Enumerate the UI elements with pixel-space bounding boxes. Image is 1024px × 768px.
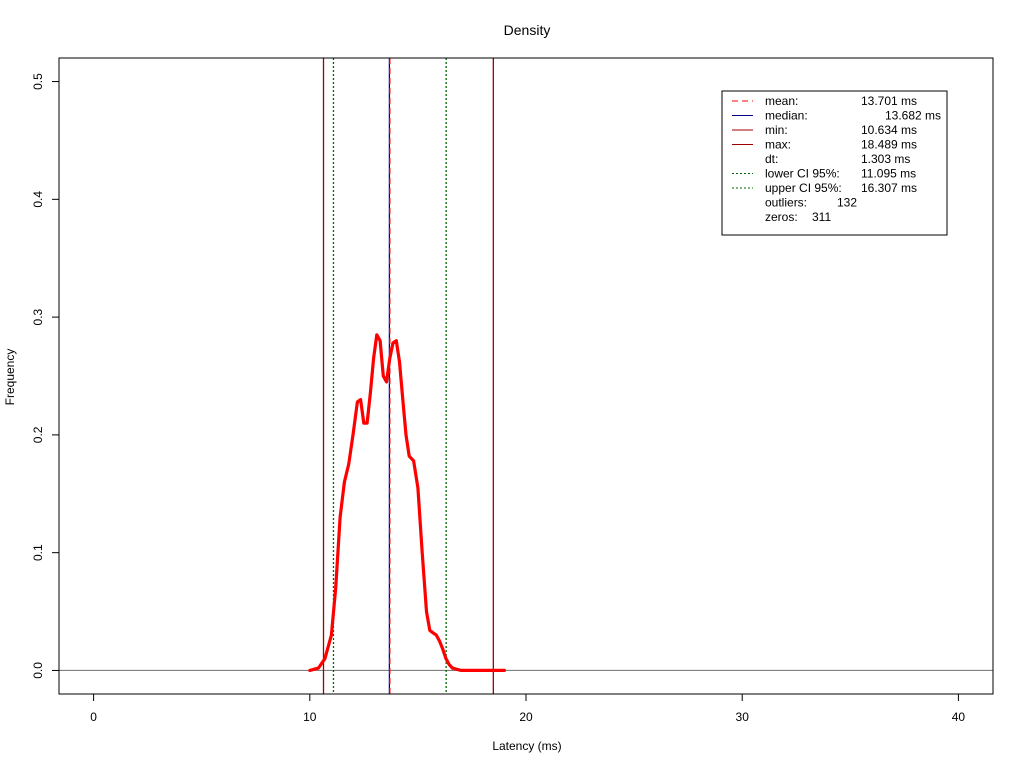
x-axis: 0 10 20 30 40 [90, 693, 966, 724]
y-tick-label: 0.3 [31, 308, 45, 325]
x-axis-label: Latency (ms) [492, 739, 561, 753]
legend-label: upper CI 95%: [765, 181, 842, 195]
x-tick-label: 40 [952, 710, 966, 724]
y-tick-label: 0.4 [31, 191, 45, 208]
legend-value: 18.489 ms [861, 138, 917, 152]
legend-value: 16.307 ms [861, 181, 917, 195]
x-tick-label: 0 [90, 710, 97, 724]
legend-label: dt: [765, 152, 778, 166]
legend-value: 311 [812, 210, 831, 224]
x-tick-label: 30 [736, 710, 750, 724]
legend-value: 10.634 ms [861, 123, 917, 137]
legend-value: 132 [837, 196, 857, 210]
legend-label: lower CI 95%: [765, 167, 840, 181]
y-tick-label: 0.1 [31, 544, 45, 561]
y-axis-label: Frequency [3, 349, 17, 406]
legend-value: 13.682 ms [885, 109, 941, 123]
legend-value: 1.303 ms [861, 152, 910, 166]
y-tick-label: 0.2 [31, 426, 45, 443]
legend-label: median: [765, 109, 808, 123]
legend-box [721, 90, 948, 236]
legend: mean: 13.701 ms median: 13.682 ms min: 10.634… [721, 90, 948, 236]
legend-label: outliers: [765, 196, 807, 210]
legend-value: 11.095 ms [861, 167, 916, 181]
legend-label: zeros: [765, 210, 798, 224]
chart-title: Density [504, 22, 551, 38]
y-axis: 0.0 0.1 0.2 0.3 0.4 0.5 [31, 73, 60, 679]
plot-content [59, 58, 993, 694]
legend-value: 13.701 ms [861, 94, 917, 108]
density-curve [308, 333, 506, 673]
y-tick-label: 0.5 [31, 73, 45, 90]
x-tick-label: 20 [519, 710, 533, 724]
legend-label: min: [765, 123, 788, 137]
x-tick-label: 10 [303, 710, 317, 724]
legend-label: mean: [765, 94, 798, 108]
y-tick-label: 0.0 [31, 662, 45, 679]
legend-label: max: [765, 138, 791, 152]
plot-frame [58, 57, 994, 695]
